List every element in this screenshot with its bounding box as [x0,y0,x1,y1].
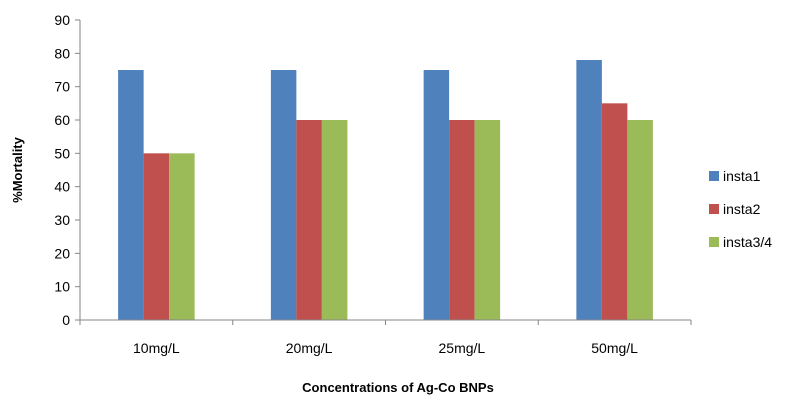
x-axis-title: Concentrations of Ag-Co BNPs [302,380,494,395]
legend-label: insta3/4 [723,234,772,250]
x-axis: 10mg/L 20mg/L 25mg/L 50mg/L [79,319,692,356]
bar-insta3-4-20mg-L [321,120,348,320]
bar-insta3-4-50mg-L [627,120,653,320]
legend-swatch [709,204,719,214]
legend-label: insta2 [723,201,761,217]
legend-label: insta1 [723,168,761,184]
legend-swatch [709,171,719,181]
bar-insta1-50mg-L [576,60,602,320]
legend-swatch [709,237,719,247]
bar-insta3-4-25mg-L [474,120,501,320]
y-axis: 0 10 20 30 40 50 60 70 80 90 [54,12,81,328]
bar-insta1-25mg-L [423,70,450,320]
legend: insta1 insta2 insta3/4 [709,168,772,250]
x-tick-label: 10mg/L [133,340,180,356]
y-tick-label: 20 [54,245,70,261]
bar-insta2-20mg-L [296,120,322,320]
y-tick-label: 50 [54,145,70,161]
y-tick-label: 70 [54,79,70,95]
y-tick-label: 40 [54,179,70,195]
y-tick-label: 30 [54,212,70,228]
bar-insta2-25mg-L [449,120,475,320]
x-tick-label: 25mg/L [439,340,486,356]
bar-insta3-4-10mg-L [169,153,195,320]
x-tick-label: 50mg/L [591,340,638,356]
bar-insta1-10mg-L [118,70,144,320]
bars [118,60,653,320]
y-tick-label: 10 [54,279,70,295]
y-axis-title: %Mortality [10,136,25,203]
y-tick-label: 0 [62,312,70,328]
bar-insta1-20mg-L [270,70,297,320]
y-tick-label: 90 [54,12,70,28]
bar-insta2-10mg-L [143,153,170,320]
y-tick-label: 60 [54,112,70,128]
y-tick-label: 80 [54,45,70,61]
x-tick-label: 20mg/L [286,340,333,356]
bar-insta2-50mg-L [601,103,628,320]
